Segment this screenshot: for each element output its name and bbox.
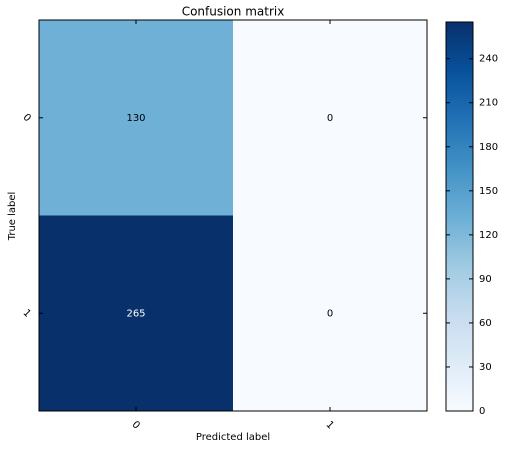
colorbar-tick-label: 30	[479, 362, 492, 373]
heatmap-cell	[39, 20, 233, 216]
cell-label: 0	[327, 308, 333, 319]
x-tick-label: 0	[130, 419, 142, 431]
colorbar	[445, 21, 474, 412]
cell-label: 0	[327, 113, 333, 124]
x-axis-label: Predicted label	[196, 432, 270, 443]
plot-frame	[38, 19, 428, 412]
chart-title: Confusion matrix	[182, 5, 285, 19]
colorbar-tick-label: 60	[479, 318, 492, 329]
cell-label: 130	[126, 113, 145, 124]
colorbar-tick-label: 0	[479, 406, 485, 417]
colorbar-tick-label: 120	[479, 230, 498, 241]
x-tick-label: 1	[324, 419, 336, 431]
colorbar-tick-label: 240	[479, 54, 498, 65]
colorbar-tick-label: 210	[479, 98, 498, 109]
heatmap-cell	[233, 215, 427, 411]
heatmap-cell	[233, 20, 427, 216]
colorbar-tick-label: 90	[479, 274, 492, 285]
y-tick-label: 0	[21, 112, 33, 124]
colorbar-tick-label: 180	[479, 142, 498, 153]
y-axis-label: True label	[7, 192, 18, 242]
heatmap-cell	[39, 215, 233, 411]
cell-label: 265	[126, 308, 145, 319]
colorbar-tick-label: 150	[479, 186, 498, 197]
y-tick-label: 1	[21, 307, 33, 319]
